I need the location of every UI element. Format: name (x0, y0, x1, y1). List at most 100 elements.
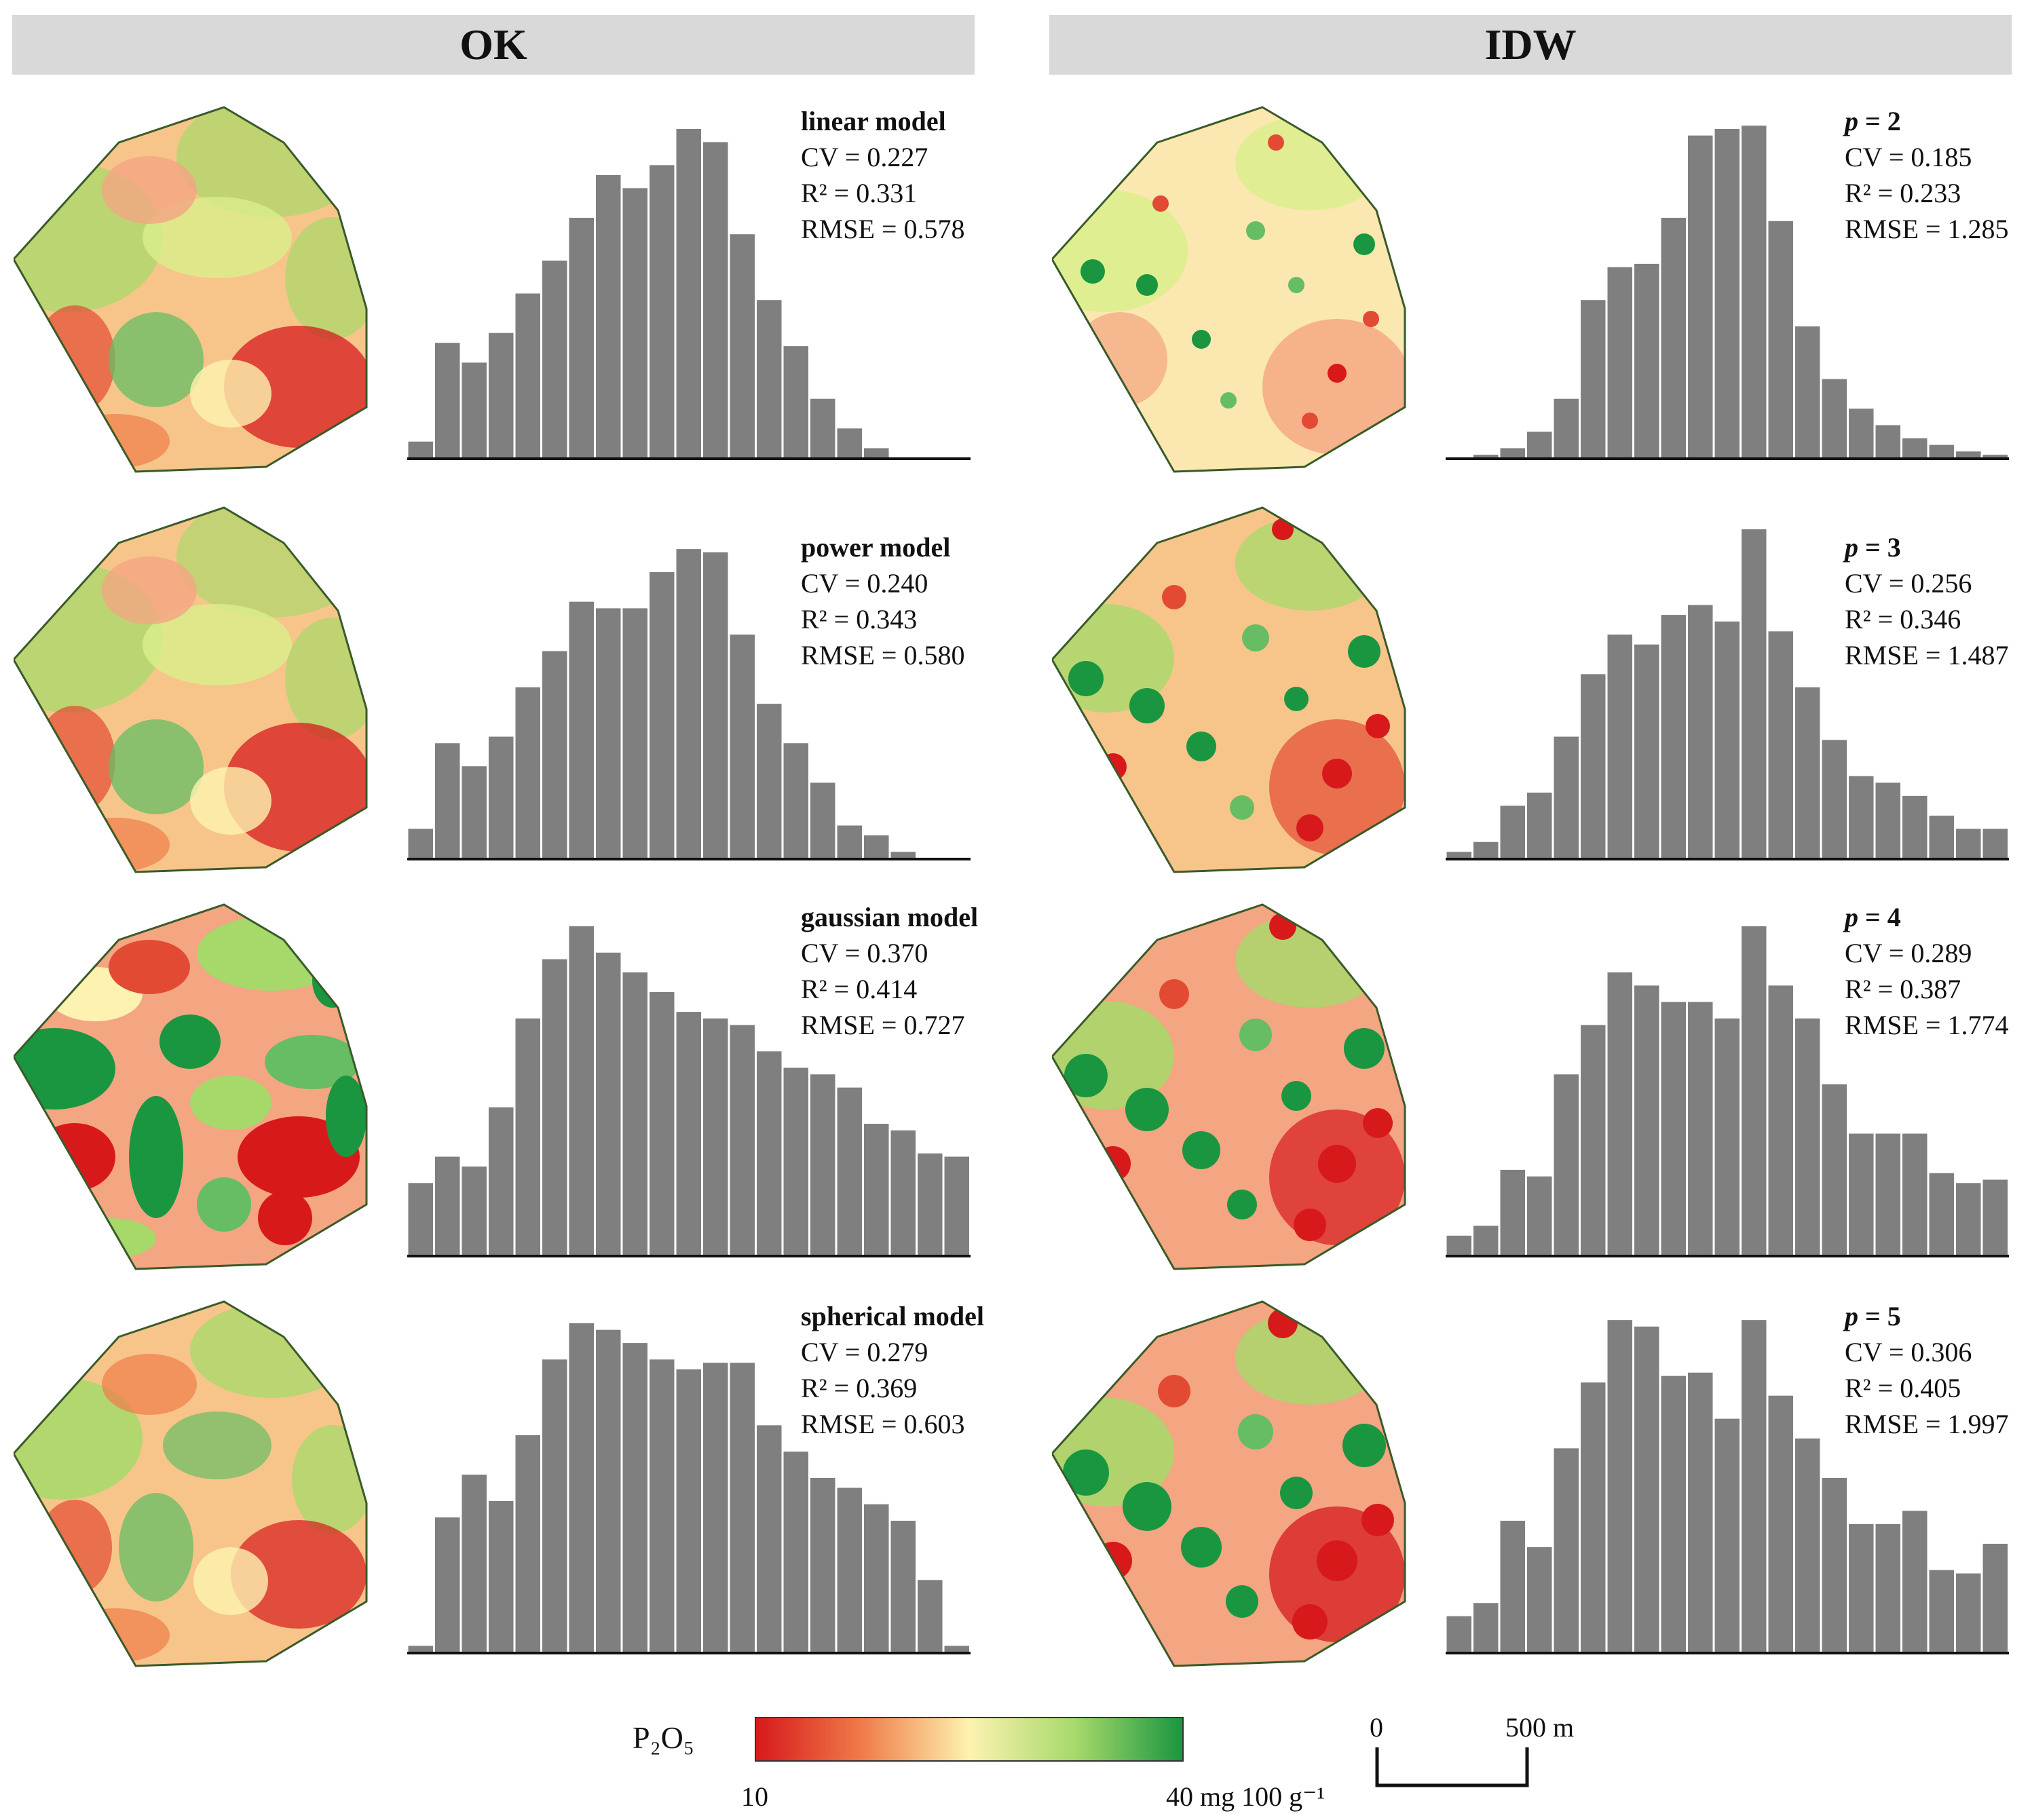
header-ok: OK (12, 15, 975, 75)
map-ok-linear (14, 106, 368, 473)
stats-ok-power: power model CV = 0.240 R² = 0.343 RMSE =… (801, 529, 964, 673)
histogram-bar (864, 835, 889, 858)
stats-cv: CV = 0.185 (1845, 142, 1972, 172)
histogram-bar (1500, 448, 1525, 458)
histogram-bar (1822, 740, 1847, 858)
map-idw-p4 (1052, 903, 1406, 1270)
histogram-bar (810, 1477, 835, 1652)
histogram-bar (462, 1167, 487, 1255)
histogram-bar (837, 825, 862, 858)
stats-cv: CV = 0.370 (801, 938, 928, 968)
histogram-bar (1902, 1133, 1928, 1255)
stats-title-value: = 4 (1858, 902, 1901, 932)
histogram-bar (1688, 1002, 1713, 1255)
histogram-bar (1500, 1521, 1525, 1652)
histogram-bar (1875, 1523, 1900, 1652)
histogram-bar (703, 552, 728, 858)
map-ok-power (14, 506, 368, 873)
histogram-bar (837, 428, 862, 458)
stats-r2: R² = 0.233 (1845, 178, 1961, 208)
histogram-bar (1849, 1133, 1874, 1255)
histogram-bar (1795, 1018, 1820, 1255)
histogram-bar (462, 1475, 487, 1652)
histogram-bar (1768, 985, 1793, 1255)
stats-idw-p3: p = 3 CV = 0.256 R² = 0.346 RMSE = 1.487 (1845, 529, 2008, 673)
histogram-bar (783, 346, 808, 458)
stats-r2: R² = 0.387 (1845, 974, 1961, 1004)
histogram-bar (1581, 1382, 1606, 1652)
histogram-bar (515, 687, 540, 858)
histogram-bar (944, 1156, 969, 1255)
histogram-bar (1634, 1326, 1659, 1652)
map-idw-p2 (1052, 106, 1406, 473)
histogram-bar (1742, 1320, 1767, 1652)
stats-cv: CV = 0.240 (801, 568, 928, 599)
histogram-bar (1822, 379, 1847, 458)
histogram-bar (1581, 1025, 1606, 1255)
histogram-bar (1634, 644, 1659, 858)
stats-title-var: p (1845, 1301, 1858, 1331)
histogram-bar (408, 441, 433, 458)
histogram-bar (1714, 129, 1740, 458)
histogram-bar (542, 1359, 567, 1652)
histogram-bar (810, 1074, 835, 1255)
stats-title: gaussian model (801, 902, 979, 932)
histogram-bar (489, 1500, 514, 1652)
histogram-bar (837, 1487, 862, 1652)
histogram-bar (890, 852, 916, 858)
histogram-bar (650, 992, 675, 1255)
histogram-bar (515, 1018, 540, 1255)
stats-cv: CV = 0.227 (801, 142, 928, 172)
histogram-bar (1902, 1511, 1928, 1652)
histogram-bar (1500, 1169, 1525, 1255)
histogram-bar (1581, 300, 1606, 458)
histogram-bar (783, 1067, 808, 1255)
histogram-bar (1500, 805, 1525, 858)
stats-rmse: RMSE = 1.487 (1845, 640, 2009, 670)
histogram-ok-spherical (407, 1323, 971, 1654)
histogram-bar (676, 549, 701, 858)
histogram-bar (1554, 1074, 1579, 1255)
histogram-bar (837, 1087, 862, 1255)
histogram-bar (1714, 1418, 1740, 1652)
histogram-idw-p3 (1446, 529, 2009, 860)
histogram-bar (1902, 795, 1928, 858)
histogram-bar (1714, 621, 1740, 858)
histogram-bar (569, 926, 594, 1255)
histogram-bar (1527, 793, 1552, 858)
histogram-bar (783, 743, 808, 858)
histogram-bar (676, 129, 701, 458)
stats-ok-linear: linear model CV = 0.227 R² = 0.331 RMSE … (801, 103, 964, 247)
histogram-bar (622, 188, 647, 458)
histogram-bar (1795, 687, 1820, 858)
stats-title-value: = 5 (1858, 1301, 1901, 1331)
histogram-bar (1849, 409, 1874, 458)
stats-r2: R² = 0.343 (801, 604, 918, 634)
histogram-bar (1875, 425, 1900, 458)
histogram-bar (489, 736, 514, 858)
histogram-bar (1634, 985, 1659, 1255)
histogram-bar (1607, 634, 1632, 858)
histogram-bar (1982, 1543, 2008, 1652)
histogram-bar (757, 1425, 782, 1652)
histogram-bar (890, 1130, 916, 1255)
histogram-bar (1929, 815, 1954, 858)
stats-rmse: RMSE = 1.285 (1845, 214, 2009, 244)
stats-rmse: RMSE = 1.774 (1845, 1010, 2009, 1040)
histogram-bar (542, 651, 567, 858)
histogram-bar (703, 1018, 728, 1255)
histogram-bar (918, 1153, 943, 1255)
histogram-bar (864, 1124, 889, 1255)
map-ok-spherical (14, 1300, 368, 1667)
histogram-bar (703, 142, 728, 458)
histogram-bar (435, 1517, 460, 1652)
histogram-bar (757, 1051, 782, 1255)
histogram-bar (1742, 126, 1767, 458)
histogram-bar (757, 300, 782, 458)
histogram-bar (1956, 829, 1981, 858)
histogram-bar (1607, 1320, 1632, 1652)
histogram-ok-linear (407, 129, 971, 460)
histogram-bar (864, 448, 889, 458)
histogram-bar (1527, 432, 1552, 458)
histogram-bar (1849, 776, 1874, 858)
